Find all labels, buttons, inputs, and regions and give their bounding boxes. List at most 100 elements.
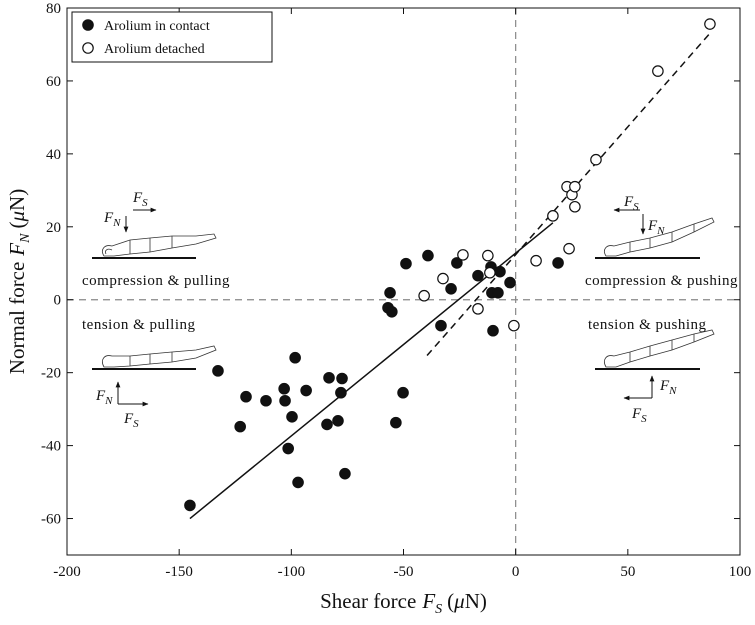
data-point [323, 371, 335, 384]
ylabel-part: μ [5, 211, 29, 223]
annotation: tension & pushing [588, 317, 707, 333]
legend-box [71, 11, 273, 63]
data-point [234, 420, 246, 433]
ylabel-part: Normal force [5, 262, 29, 375]
data-point [704, 18, 716, 30]
data-point [504, 276, 516, 289]
xlabel-part: S [435, 602, 442, 617]
x-tick-label: 0 [512, 564, 520, 580]
force-symbol: F [631, 406, 642, 422]
data-point [286, 410, 298, 423]
annotations: compression & pulling tension & pulling … [82, 273, 738, 333]
data-point [279, 394, 291, 407]
x-tick-label: -150 [165, 564, 193, 580]
data-point [547, 210, 559, 222]
data-point [260, 394, 272, 407]
y-tick-label: 20 [46, 220, 61, 236]
data-point [652, 65, 664, 77]
data-point [530, 254, 542, 267]
force-sub: N [104, 395, 113, 407]
data-point [552, 257, 564, 269]
data-point [386, 305, 398, 318]
force-symbol: F [647, 218, 658, 234]
y-tick-label: -60 [41, 512, 61, 528]
force-sub: S [133, 418, 139, 430]
legend-marker [82, 42, 94, 54]
data-point [451, 257, 463, 269]
data-point [482, 249, 494, 262]
data-point [492, 287, 504, 299]
data-point [282, 442, 294, 455]
data-point [418, 289, 430, 302]
x-tick-label: 50 [620, 564, 635, 580]
force-label: FN [95, 388, 113, 407]
data-point [569, 200, 581, 213]
force-symbol: F [132, 190, 143, 206]
data-point [397, 386, 409, 399]
force-sub: N [656, 225, 665, 237]
data-point [336, 372, 348, 385]
y-tick-label: -40 [41, 439, 61, 455]
ylabel-part: ( [5, 222, 29, 229]
annotation: compression & pushing [585, 273, 738, 289]
ylabel-part: N) [5, 189, 29, 211]
xlabel-part: F [421, 589, 435, 613]
data-point [300, 384, 312, 397]
data-point [472, 269, 484, 282]
data-point [289, 351, 301, 364]
force-sub: N [112, 217, 121, 229]
leg-cartoon [595, 329, 715, 401]
data-point [590, 153, 602, 166]
y-tick-label: 40 [46, 147, 61, 163]
data-point [278, 382, 290, 395]
legend-marker [82, 19, 94, 31]
y-tick-label: 80 [46, 1, 61, 17]
data-point [445, 282, 457, 295]
x-tick-label: -100 [278, 564, 306, 580]
y-tick-label: 0 [54, 293, 62, 309]
data-point [494, 265, 506, 278]
force-label: FN [647, 218, 665, 237]
plot-points [184, 18, 716, 512]
data-point [484, 266, 496, 279]
y-tick-label: 60 [46, 74, 61, 90]
data-point [335, 386, 347, 399]
force-sub: N [668, 385, 677, 397]
data-point [390, 416, 402, 429]
data-point [435, 319, 447, 332]
force-label: FS [132, 190, 148, 209]
x-tick-label: -50 [394, 564, 414, 580]
force-symbol: F [123, 411, 134, 427]
data-point [457, 249, 469, 261]
data-point [184, 499, 196, 512]
ylabel-part: F [5, 243, 29, 257]
ylabel-label: Normal force FN (μN) [5, 189, 33, 374]
force-label: FS [631, 406, 647, 425]
legend-label: Arolium in contact [104, 19, 210, 34]
data-point [508, 319, 520, 332]
xlabel-part: N) [465, 589, 487, 613]
annotation: compression & pulling [82, 273, 230, 289]
xlabel-part: Shear force [320, 589, 416, 613]
data-point [563, 242, 575, 255]
data-point [487, 324, 499, 337]
y-tick-label: -20 [41, 366, 61, 382]
x-tick-label: 100 [729, 564, 752, 580]
force-symbol: F [659, 378, 670, 394]
annotation: tension & pulling [82, 317, 196, 333]
data-point [422, 249, 434, 262]
xlabel-part: μ [453, 589, 465, 613]
legend-label: Arolium detached [104, 42, 205, 57]
force-symbol: F [623, 194, 634, 210]
force-label: FN [659, 378, 677, 397]
leg-cartoon [92, 345, 217, 407]
data-point [437, 272, 449, 285]
data-point [472, 303, 484, 315]
force-symbol: F [103, 210, 114, 226]
data-point [332, 415, 344, 427]
x-tick-label: -200 [53, 564, 81, 580]
data-point [292, 476, 304, 489]
ylabel-part: N [18, 233, 33, 244]
data-point [400, 257, 412, 270]
